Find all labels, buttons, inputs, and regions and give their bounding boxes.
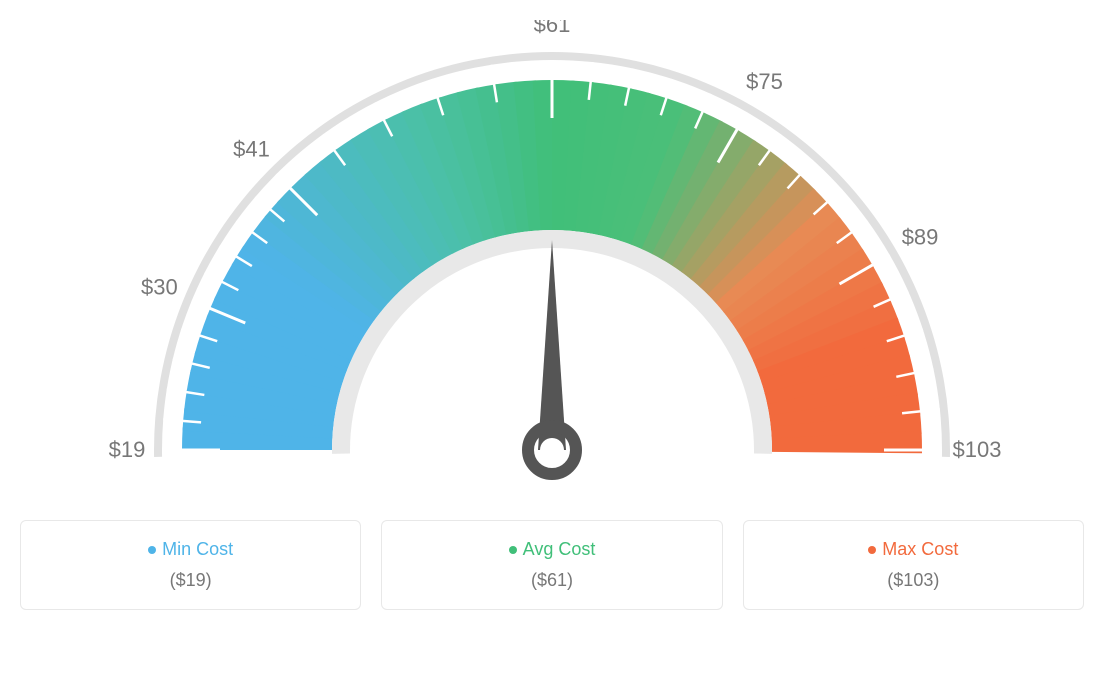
legend-value-avg: ($61) bbox=[392, 570, 711, 591]
svg-text:$30: $30 bbox=[141, 274, 178, 299]
legend-dot-min bbox=[148, 546, 156, 554]
legend-card-min: Min Cost ($19) bbox=[20, 520, 361, 610]
svg-text:$41: $41 bbox=[233, 136, 270, 161]
legend-value-max: ($103) bbox=[754, 570, 1073, 591]
legend-row: Min Cost ($19) Avg Cost ($61) Max Cost (… bbox=[20, 520, 1084, 610]
gauge-chart: $19 $30 $41 $61 $75 $89 $103 Min Cost ($19) Av… bbox=[20, 20, 1084, 610]
legend-label-avg: Avg Cost bbox=[523, 539, 596, 559]
legend-card-max: Max Cost ($103) bbox=[743, 520, 1084, 610]
gauge-svg: $19 $30 $41 $61 $75 $89 $103 bbox=[52, 20, 1052, 490]
legend-dot-avg bbox=[509, 546, 517, 554]
legend-dot-max bbox=[868, 546, 876, 554]
legend-label-max: Max Cost bbox=[882, 539, 958, 559]
legend-label-min: Min Cost bbox=[162, 539, 233, 559]
legend-title-max: Max Cost bbox=[754, 539, 1073, 560]
legend-title-min: Min Cost bbox=[31, 539, 350, 560]
svg-text:$19: $19 bbox=[109, 437, 146, 462]
legend-title-avg: Avg Cost bbox=[392, 539, 711, 560]
svg-text:$75: $75 bbox=[746, 69, 783, 94]
legend-card-avg: Avg Cost ($61) bbox=[381, 520, 722, 610]
svg-text:$89: $89 bbox=[902, 225, 939, 250]
legend-value-min: ($19) bbox=[31, 570, 350, 591]
svg-text:$103: $103 bbox=[953, 437, 1002, 462]
svg-text:$61: $61 bbox=[534, 20, 571, 37]
